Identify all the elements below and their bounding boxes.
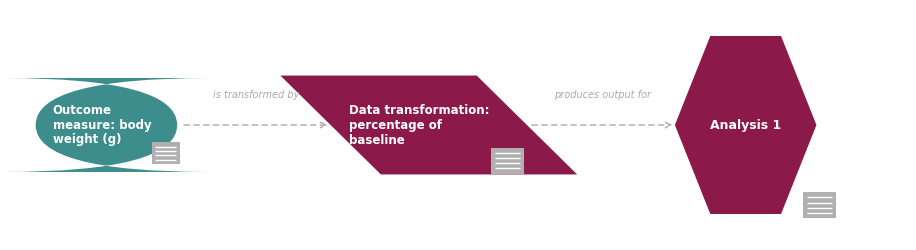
FancyBboxPatch shape: [152, 142, 180, 164]
FancyBboxPatch shape: [802, 192, 835, 218]
FancyBboxPatch shape: [4, 78, 209, 172]
Text: Analysis 1: Analysis 1: [710, 118, 781, 132]
Text: Outcome
measure: body
weight (g): Outcome measure: body weight (g): [52, 104, 151, 146]
Text: produces output for: produces output for: [554, 90, 650, 100]
FancyBboxPatch shape: [491, 148, 524, 174]
Text: is transformed by: is transformed by: [213, 90, 299, 100]
Text: Data transformation:
percentage of
baseline: Data transformation: percentage of basel…: [349, 104, 490, 146]
Polygon shape: [280, 76, 577, 174]
Polygon shape: [675, 36, 816, 214]
